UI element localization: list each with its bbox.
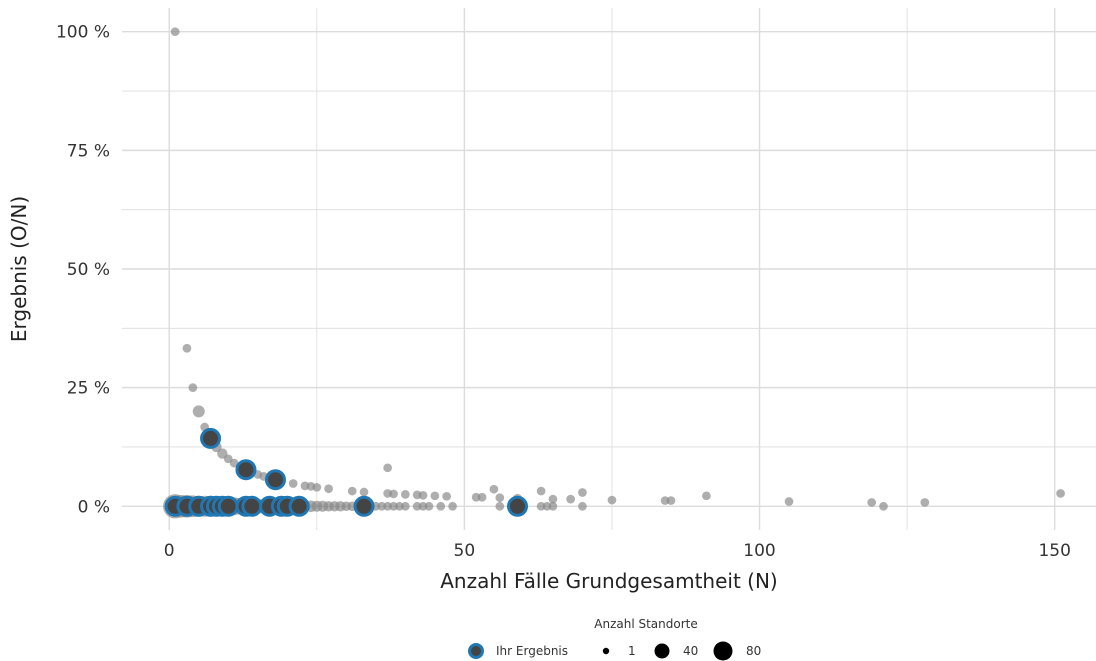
data-point — [170, 27, 180, 37]
data-point — [424, 501, 434, 511]
data-point — [548, 501, 558, 511]
own-result-point — [353, 495, 375, 517]
legend-own-result-marker — [468, 643, 484, 659]
x-tick-label: 100 — [743, 541, 775, 561]
data-point — [477, 492, 487, 502]
data-point — [879, 501, 888, 511]
data-point — [418, 491, 428, 500]
data-point — [566, 494, 575, 504]
x-tick-label: 50 — [454, 541, 476, 561]
own-result-point — [241, 495, 263, 517]
y-axis-title: Ergebnis (O/N) — [7, 196, 31, 342]
data-point — [312, 482, 322, 492]
y-tick-label: 50 % — [67, 260, 110, 280]
legend: Anzahl Standorte Ihr Ergebnis 1 40 80 — [468, 617, 761, 661]
data-point — [784, 497, 794, 506]
data-point — [578, 501, 587, 511]
data-point — [188, 383, 198, 392]
legend-size-marker — [713, 641, 733, 661]
own-result-points — [164, 427, 529, 517]
legend-size-label: 1 — [628, 644, 636, 658]
y-tick-label: 0 % — [78, 497, 110, 517]
data-point — [324, 484, 333, 494]
legend-size-label: 40 — [683, 644, 698, 658]
y-tick-label: 25 % — [67, 379, 110, 399]
data-point — [359, 487, 369, 497]
data-point — [436, 501, 446, 511]
data-point — [1056, 489, 1065, 498]
data-point — [448, 501, 457, 511]
data-point — [400, 490, 410, 499]
legend-title: Anzahl Standorte — [594, 617, 697, 631]
data-point — [347, 486, 357, 496]
own-result-point — [288, 495, 310, 517]
data-point — [192, 405, 205, 418]
own-result-point — [217, 495, 239, 517]
data-points — [163, 27, 1065, 519]
grid-lines — [122, 8, 1096, 530]
legend-size-label: 80 — [746, 644, 761, 658]
data-point — [867, 498, 877, 507]
data-point — [578, 488, 587, 497]
data-point — [702, 491, 711, 501]
data-point — [288, 479, 298, 488]
x-tick-label: 150 — [1038, 541, 1070, 561]
data-point — [389, 489, 398, 499]
x-axis-title: Anzahl Fälle Grundgesamtheit (N) — [440, 569, 777, 593]
data-point — [607, 495, 617, 505]
y-tick-label: 75 % — [67, 141, 110, 161]
own-result-point — [200, 427, 222, 449]
data-point — [442, 491, 452, 501]
x-tick-label: 0 — [164, 541, 175, 561]
tick-labels: 0 50 100 150 0 % 25 % 50 % 75 % 100 % — [56, 23, 1071, 561]
data-point — [182, 343, 192, 353]
legend-size-marker — [654, 643, 670, 659]
legend-size-marker — [602, 647, 610, 655]
data-point — [920, 498, 930, 507]
data-point — [383, 463, 392, 473]
legend-own-result-label: Ihr Ergebnis — [496, 644, 568, 658]
data-point — [489, 484, 499, 494]
data-point — [495, 501, 505, 511]
data-point — [495, 493, 505, 503]
data-point — [548, 494, 558, 504]
y-tick-label: 100 % — [56, 23, 110, 43]
data-point — [400, 501, 410, 511]
own-result-point — [235, 459, 257, 481]
own-result-point — [264, 469, 286, 491]
data-point — [666, 496, 676, 505]
legend-size-entries: 1 40 80 — [602, 641, 761, 661]
own-result-point — [507, 495, 529, 517]
data-point — [430, 491, 440, 501]
data-point — [536, 486, 546, 496]
